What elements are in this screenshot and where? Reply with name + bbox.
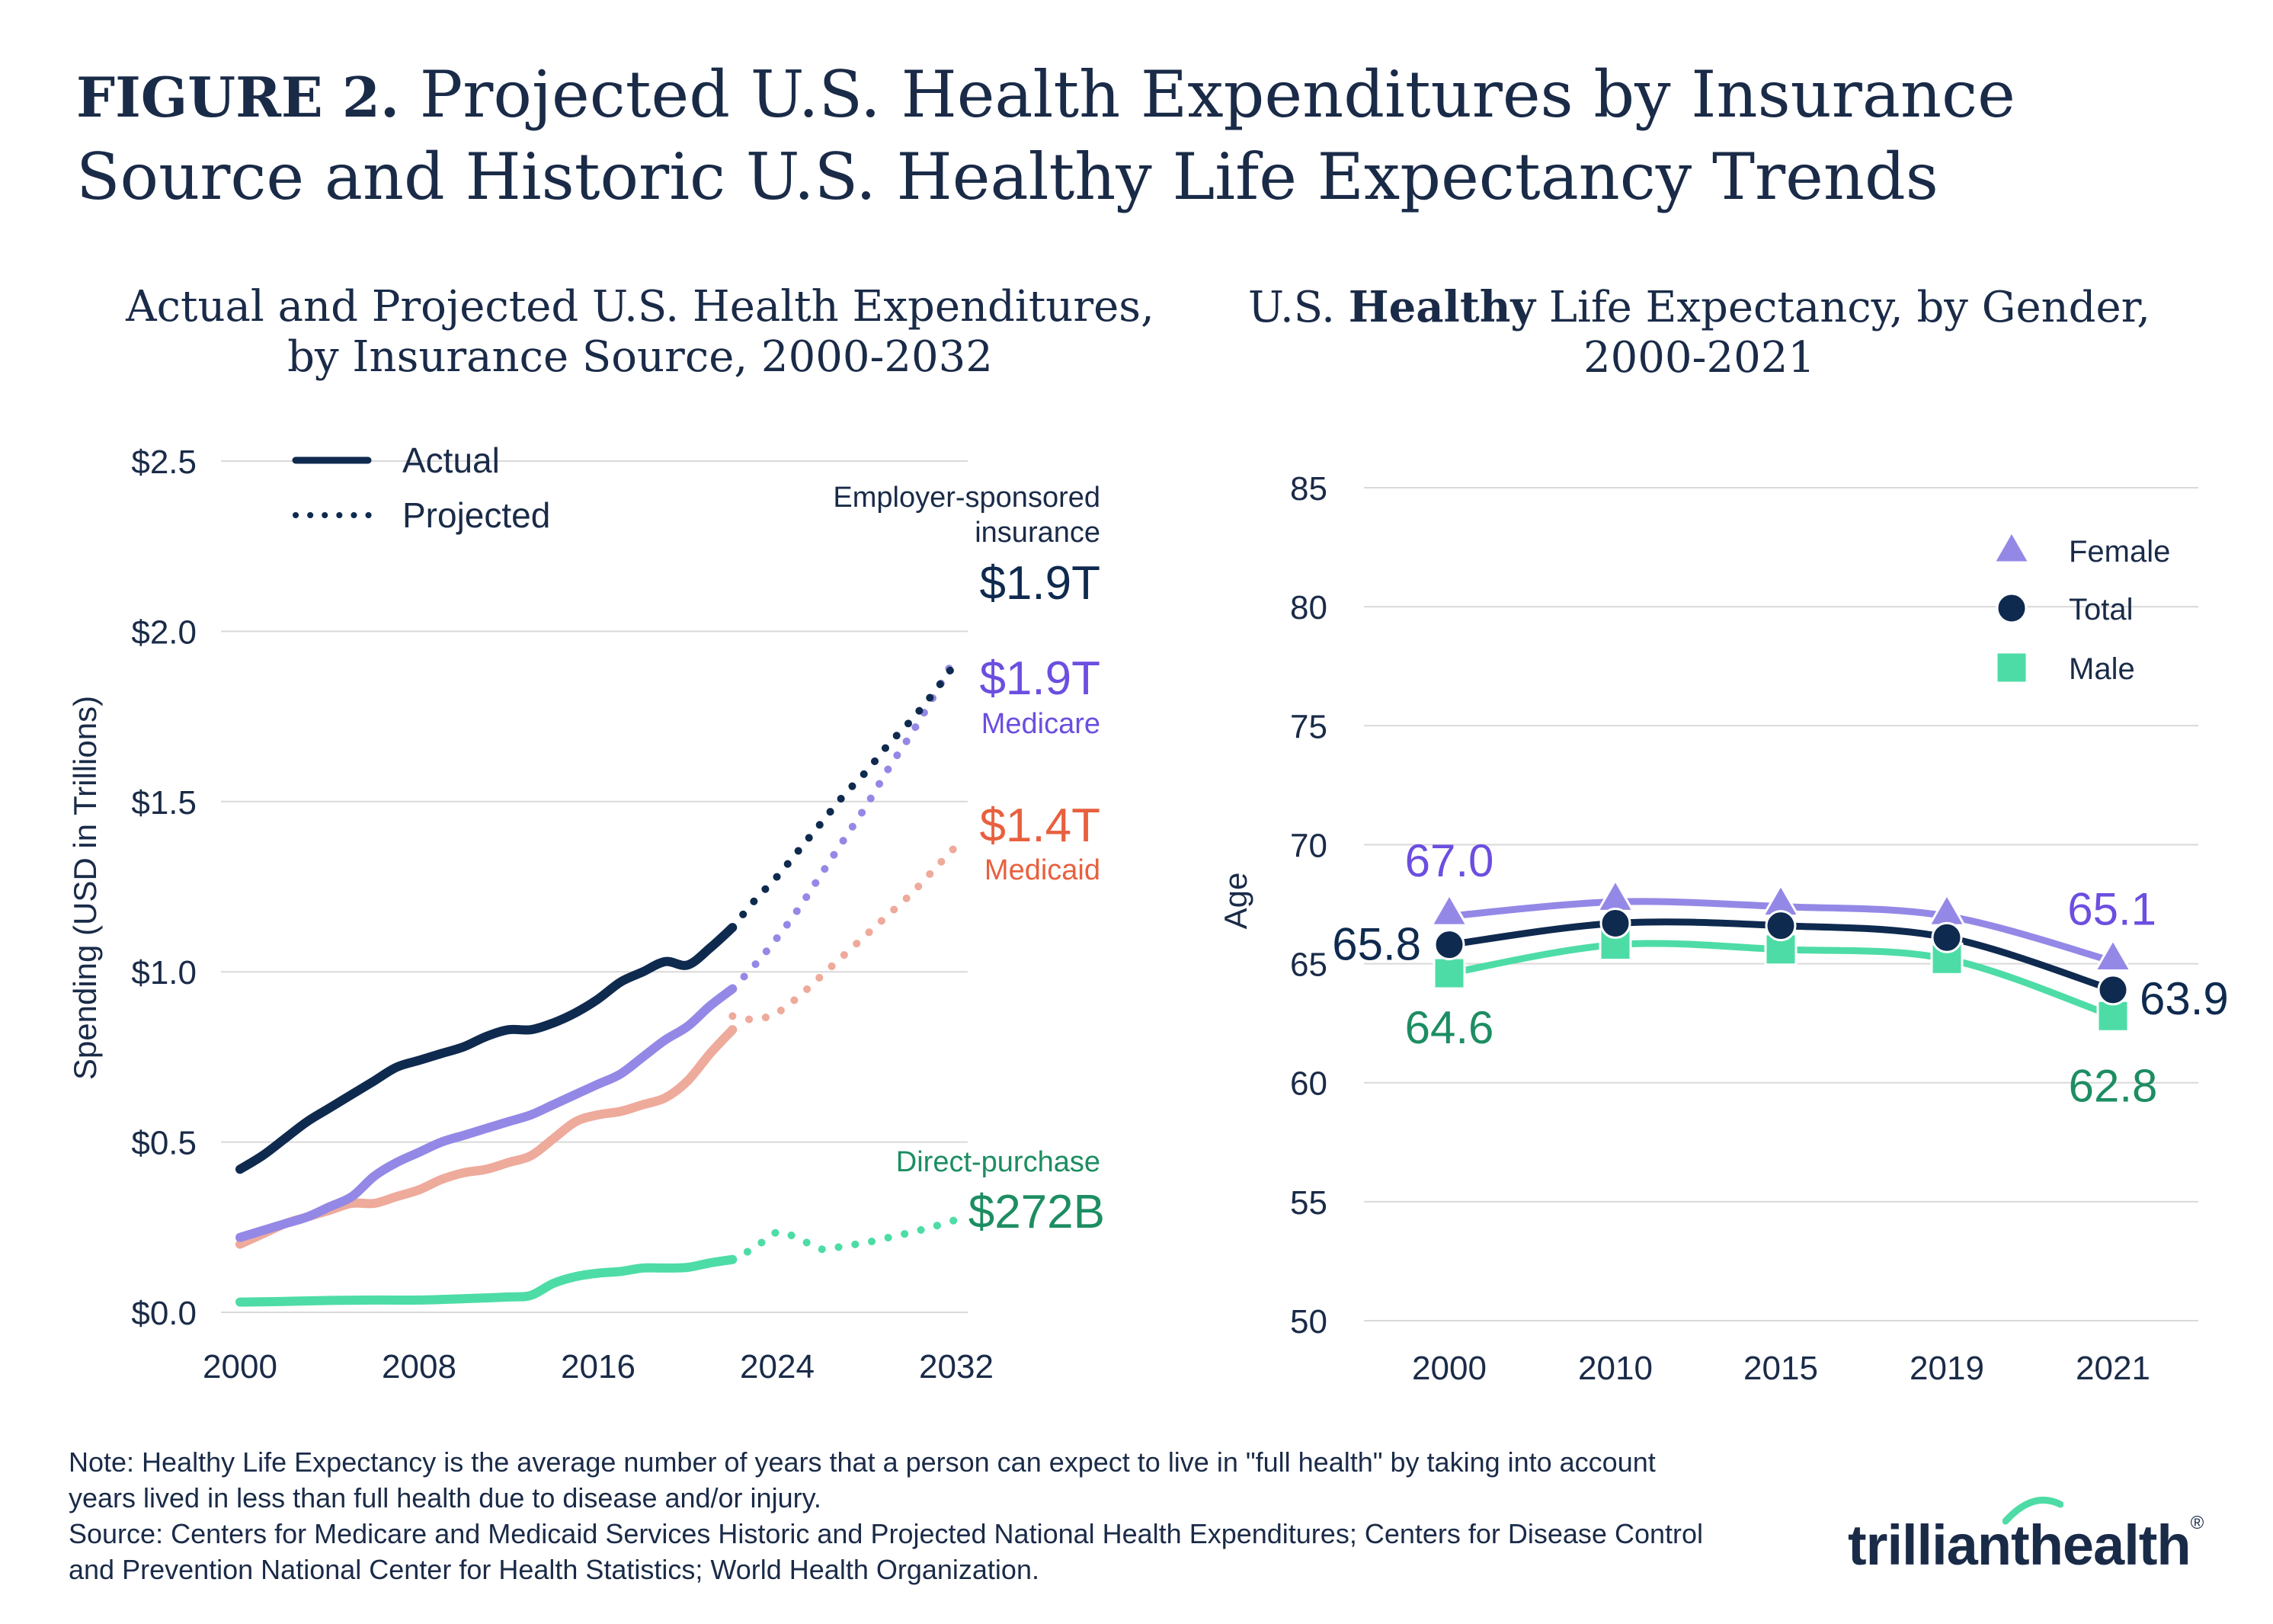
- medicaid-label: Medicaid: [984, 854, 1100, 886]
- series-actual-line: [235, 1254, 738, 1307]
- note-line2: years lived in less than full health due…: [69, 1482, 821, 1513]
- logo-text-2: health: [2028, 1513, 2191, 1577]
- x-tick-label: 2000: [1412, 1350, 1487, 1387]
- source-line2: and Prevention National Center for Healt…: [69, 1554, 1039, 1585]
- male-last-label: 62.8: [2069, 1060, 2158, 1111]
- male-first-label: 64.6: [1405, 1002, 1494, 1053]
- data-point-marker: [2093, 937, 2133, 972]
- y-axis-label: Age: [1218, 873, 1253, 930]
- left-chart-title: Actual and Projected U.S. Health Expendi…: [99, 282, 1181, 383]
- figure-number: FIGURE 2.: [76, 65, 400, 130]
- y-tick-label: $1.0: [131, 954, 197, 991]
- legend-label: Total: [2069, 593, 2134, 626]
- female-last-label: 65.1: [2067, 883, 2156, 934]
- right-title-bold: Healthy: [1348, 282, 1535, 332]
- y-tick-label: 50: [1290, 1303, 1327, 1341]
- right-chart-title: U.S. Healthy Life Expectancy, by Gender,…: [1189, 282, 2210, 383]
- series-actual-line: [235, 984, 738, 1242]
- data-point-marker: [1927, 892, 1967, 927]
- y-tick-label: $2.0: [131, 613, 197, 651]
- y-tick-label: 75: [1290, 708, 1327, 745]
- data-point-marker: [1433, 956, 1466, 990]
- logo-reg: ®: [2190, 1513, 2204, 1533]
- source-line1: Source: Centers for Medicare and Medicai…: [69, 1518, 1704, 1549]
- total-last-label: 63.9: [2140, 973, 2229, 1024]
- logo-text-1: trilliant: [1848, 1513, 2030, 1577]
- life-expectancy-chart: 50 55 60 65 70 75 80 85 2000 2010 2015 2019 2021 Age 6…: [1218, 470, 2229, 1387]
- y-tick-label: 65: [1290, 947, 1327, 984]
- y-tick-label: $0.0: [131, 1295, 197, 1332]
- data-point-marker: [1429, 892, 1469, 927]
- x-tick-label: 2010: [1578, 1350, 1653, 1387]
- y-tick-label: 80: [1290, 589, 1327, 626]
- legend-projected-label: Projected: [402, 495, 550, 535]
- y-tick-label: $0.5: [131, 1125, 197, 1162]
- y-tick-label: 60: [1290, 1065, 1327, 1103]
- series-projected-line: [728, 1216, 960, 1264]
- y-tick-label: $2.5: [131, 444, 197, 481]
- x-tick-label: 2016: [561, 1348, 635, 1385]
- right-title-post: Life Expectancy, by Gender,: [1535, 283, 2151, 332]
- y-tick-label: 70: [1290, 827, 1327, 864]
- expenditures-chart: $0.0 $0.5 $1.0 $1.5 $2.0 $2.5 2000 2008 2016 2024…: [67, 440, 1105, 1385]
- data-point-marker: [2097, 974, 2129, 1006]
- x-tick-label: 2024: [740, 1348, 815, 1385]
- legend-actual-label: Actual: [402, 440, 500, 480]
- right-title-pre: U.S.: [1247, 283, 1349, 332]
- y-tick-label: 55: [1290, 1184, 1327, 1222]
- total-first-label: 65.8: [1332, 919, 1421, 970]
- x-tick-label: 2015: [1743, 1350, 1818, 1387]
- medicare-value-label: $1.9T: [979, 652, 1100, 705]
- employer-value-label: $1.9T: [979, 557, 1100, 610]
- x-tick-label: 2000: [203, 1348, 277, 1385]
- brand-logo: trillianthealth®: [1848, 1513, 2204, 1578]
- right-chart-title-line2: 2000-2021: [1583, 333, 1815, 383]
- female-first-label: 67.0: [1405, 835, 1494, 886]
- y-tick-label: 85: [1290, 470, 1327, 508]
- note-line1: Note: Healthy Life Expectancy is the ave…: [69, 1446, 1656, 1478]
- data-point-marker: [1599, 907, 1631, 939]
- direct-purchase-value-label: $272B: [968, 1186, 1105, 1238]
- series-projected-line: [728, 651, 960, 993]
- left-chart-title-line2: by Insurance Source, 2000-2032: [287, 332, 993, 382]
- employer-label-line1: Employer-sponsored: [833, 482, 1100, 514]
- series-actual-line: [235, 923, 738, 1174]
- series-projected-line: [728, 841, 960, 1023]
- medicaid-value-label: $1.4T: [979, 799, 1100, 852]
- y-axis-label: Spending (USD in Trillions): [67, 696, 103, 1080]
- left-chart-title-line1: Actual and Projected U.S. Health Expendi…: [126, 282, 1154, 332]
- employer-label-line2: insurance: [975, 517, 1100, 549]
- figure-title: FIGURE 2. Projected U.S. Health Expendit…: [76, 55, 2225, 216]
- medicare-label: Medicare: [981, 708, 1100, 740]
- logo-arc-icon: [2002, 1496, 2063, 1525]
- y-tick-label: $1.5: [131, 784, 197, 822]
- legend-marker: [1995, 651, 2028, 684]
- right-chart-title-line1: U.S. Healthy Life Expectancy, by Gender,: [1189, 282, 2210, 333]
- legend-marker: [1992, 529, 2031, 564]
- data-point-marker: [1765, 910, 1797, 942]
- x-tick-label: 2008: [382, 1348, 456, 1385]
- legend-label: Male: [2069, 652, 2135, 686]
- x-tick-label: 2021: [2076, 1350, 2150, 1387]
- x-tick-label: 2019: [1910, 1350, 1984, 1387]
- data-point-marker: [1596, 878, 1635, 912]
- footer-notes: Note: Healthy Life Expectancy is the ave…: [69, 1444, 1821, 1587]
- data-point-marker: [1931, 921, 1963, 953]
- direct-purchase-label: Direct-purchase: [896, 1146, 1100, 1178]
- legend-marker: [1996, 592, 2028, 624]
- legend-label: Female: [2069, 535, 2170, 569]
- data-point-marker: [1433, 929, 1465, 961]
- x-tick-label: 2032: [919, 1348, 994, 1385]
- data-point-marker: [2096, 999, 2130, 1033]
- figure-title-text: Projected U.S. Health Expenditures by In…: [76, 57, 2015, 214]
- series-projected-line: [728, 658, 960, 932]
